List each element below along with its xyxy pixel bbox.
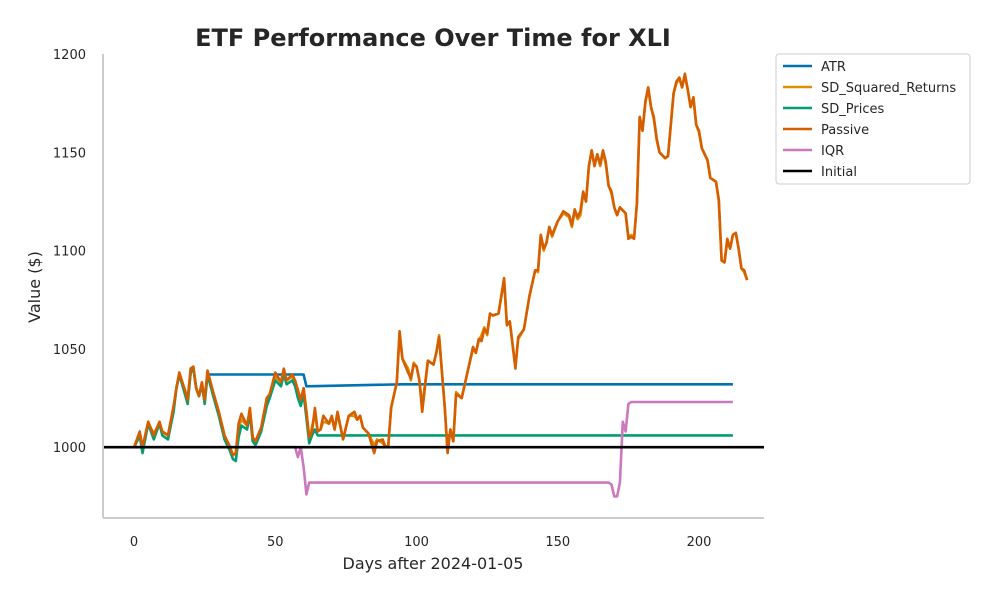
y-tick-labels: 1000 1050 1100 1150 1200	[53, 48, 86, 456]
legend-label-sd-prices: SD_Prices	[821, 102, 884, 117]
legend-label-passive: Passive	[821, 123, 869, 138]
series-line-passive	[132, 72, 749, 457]
y-tick-label: 1200	[53, 48, 86, 63]
y-tick-label: 1100	[53, 245, 86, 260]
chart-title: ETF Performance Over Time for XLI	[195, 24, 671, 52]
legend-label-sd-squared-returns: SD_Squared_Returns	[821, 81, 956, 96]
legend-label-atr: ATR	[821, 60, 846, 75]
x-tick-label: 200	[687, 535, 712, 550]
x-tick-label: 50	[267, 535, 284, 550]
plot-area	[103, 72, 764, 498]
y-tick-label: 1150	[53, 146, 86, 161]
y-tick-label: 1000	[53, 441, 86, 456]
x-axis-label: Days after 2024-01-05	[343, 554, 524, 573]
legend-frame	[775, 53, 971, 185]
y-axis-label: Value ($)	[25, 251, 44, 323]
legend-label-iqr: IQR	[821, 144, 844, 159]
x-tick-label: 0	[130, 535, 138, 550]
y-tick-label: 1050	[53, 343, 86, 358]
x-tick-labels: 0 50 100 150 200	[130, 535, 712, 550]
legend-label-initial: Initial	[821, 165, 857, 180]
legend: ATR SD_Squared_Returns SD_Prices Passive IQR…	[775, 53, 971, 185]
x-tick-label: 150	[545, 535, 570, 550]
x-tick-label: 100	[404, 535, 429, 550]
series-line-iqr	[134, 400, 733, 498]
